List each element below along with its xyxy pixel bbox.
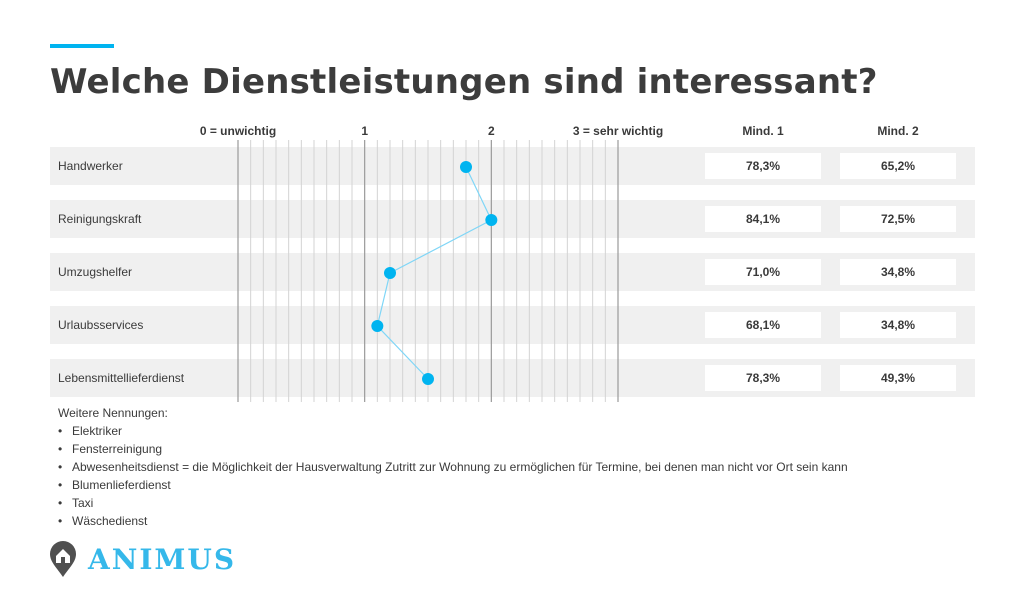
brand-name: ANIMUS xyxy=(88,542,237,576)
table-cell-value: 84,1% xyxy=(746,212,780,226)
footnote-item: Blumenlieferdienst xyxy=(58,476,848,494)
row-background xyxy=(50,359,975,397)
table-cell-value: 49,3% xyxy=(881,371,915,385)
brand-logo: ANIMUS xyxy=(48,540,236,578)
x-tick-label: 2 xyxy=(488,124,495,138)
house-pin-icon xyxy=(50,541,76,577)
row-background xyxy=(50,306,975,344)
table-cell xyxy=(840,365,956,391)
table-cell xyxy=(705,153,821,179)
table-cell xyxy=(840,259,956,285)
footnote-item: Fensterreinigung xyxy=(58,440,848,458)
category-label: Lebensmittellieferdienst xyxy=(58,371,185,385)
footnotes-intro: Weitere Nennungen: xyxy=(58,406,168,420)
table-cell-value: 34,8% xyxy=(881,265,915,279)
row-background xyxy=(50,200,975,238)
category-label: Handwerker xyxy=(58,159,123,173)
footnote-item: Wäschedienst xyxy=(58,512,848,530)
importance-chart: 0 = unwichtig 1 2 3 = sehr wichtig Handwerke… xyxy=(50,124,975,402)
data-point xyxy=(384,267,396,279)
table-column-header: Mind. 1 xyxy=(742,124,784,138)
footnote-item: Abwesenheitsdienst = die Möglichkeit der… xyxy=(58,458,848,476)
category-label: Reinigungskraft xyxy=(58,212,142,226)
data-point xyxy=(371,320,384,332)
footnote-item: Elektriker xyxy=(58,422,848,440)
x-tick-label: 3 = sehr wichtig xyxy=(573,124,663,138)
x-tick-label: 0 = unwichtig xyxy=(200,124,276,138)
row-background xyxy=(50,253,975,291)
page-title: Welche Dienstleistungen sind interessant… xyxy=(50,62,878,102)
row-background xyxy=(50,147,975,185)
data-point xyxy=(460,161,472,173)
table-cell xyxy=(840,206,956,232)
x-tick-label: 1 xyxy=(361,124,368,138)
accent-bar xyxy=(50,44,114,48)
table-cell-value: 34,8% xyxy=(881,318,915,332)
table-column-header: Mind. 2 xyxy=(877,124,919,138)
table-cell-value: 71,0% xyxy=(746,265,780,279)
table-cell xyxy=(705,312,821,338)
table-cell xyxy=(705,206,821,232)
category-label: Urlaubsservices xyxy=(58,318,143,332)
table-cell xyxy=(840,312,956,338)
data-point xyxy=(485,214,498,226)
table-cell-value: 78,3% xyxy=(746,371,780,385)
table-cell-value: 78,3% xyxy=(746,159,780,173)
footnotes: Weitere Nennungen: Elektriker Fensterrei… xyxy=(58,406,848,530)
table-cell xyxy=(705,259,821,285)
footnote-item: Taxi xyxy=(58,494,848,512)
table-cell-value: 68,1% xyxy=(746,318,780,332)
table-cell-value: 72,5% xyxy=(881,212,915,226)
data-point xyxy=(422,373,434,385)
table-cell xyxy=(705,365,821,391)
footnotes-list: Elektriker Fensterreinigung Abwesenheits… xyxy=(58,422,848,530)
table-cell-value: 65,2% xyxy=(881,159,915,173)
category-label: Umzugshelfer xyxy=(58,265,132,279)
table-cell xyxy=(840,153,956,179)
